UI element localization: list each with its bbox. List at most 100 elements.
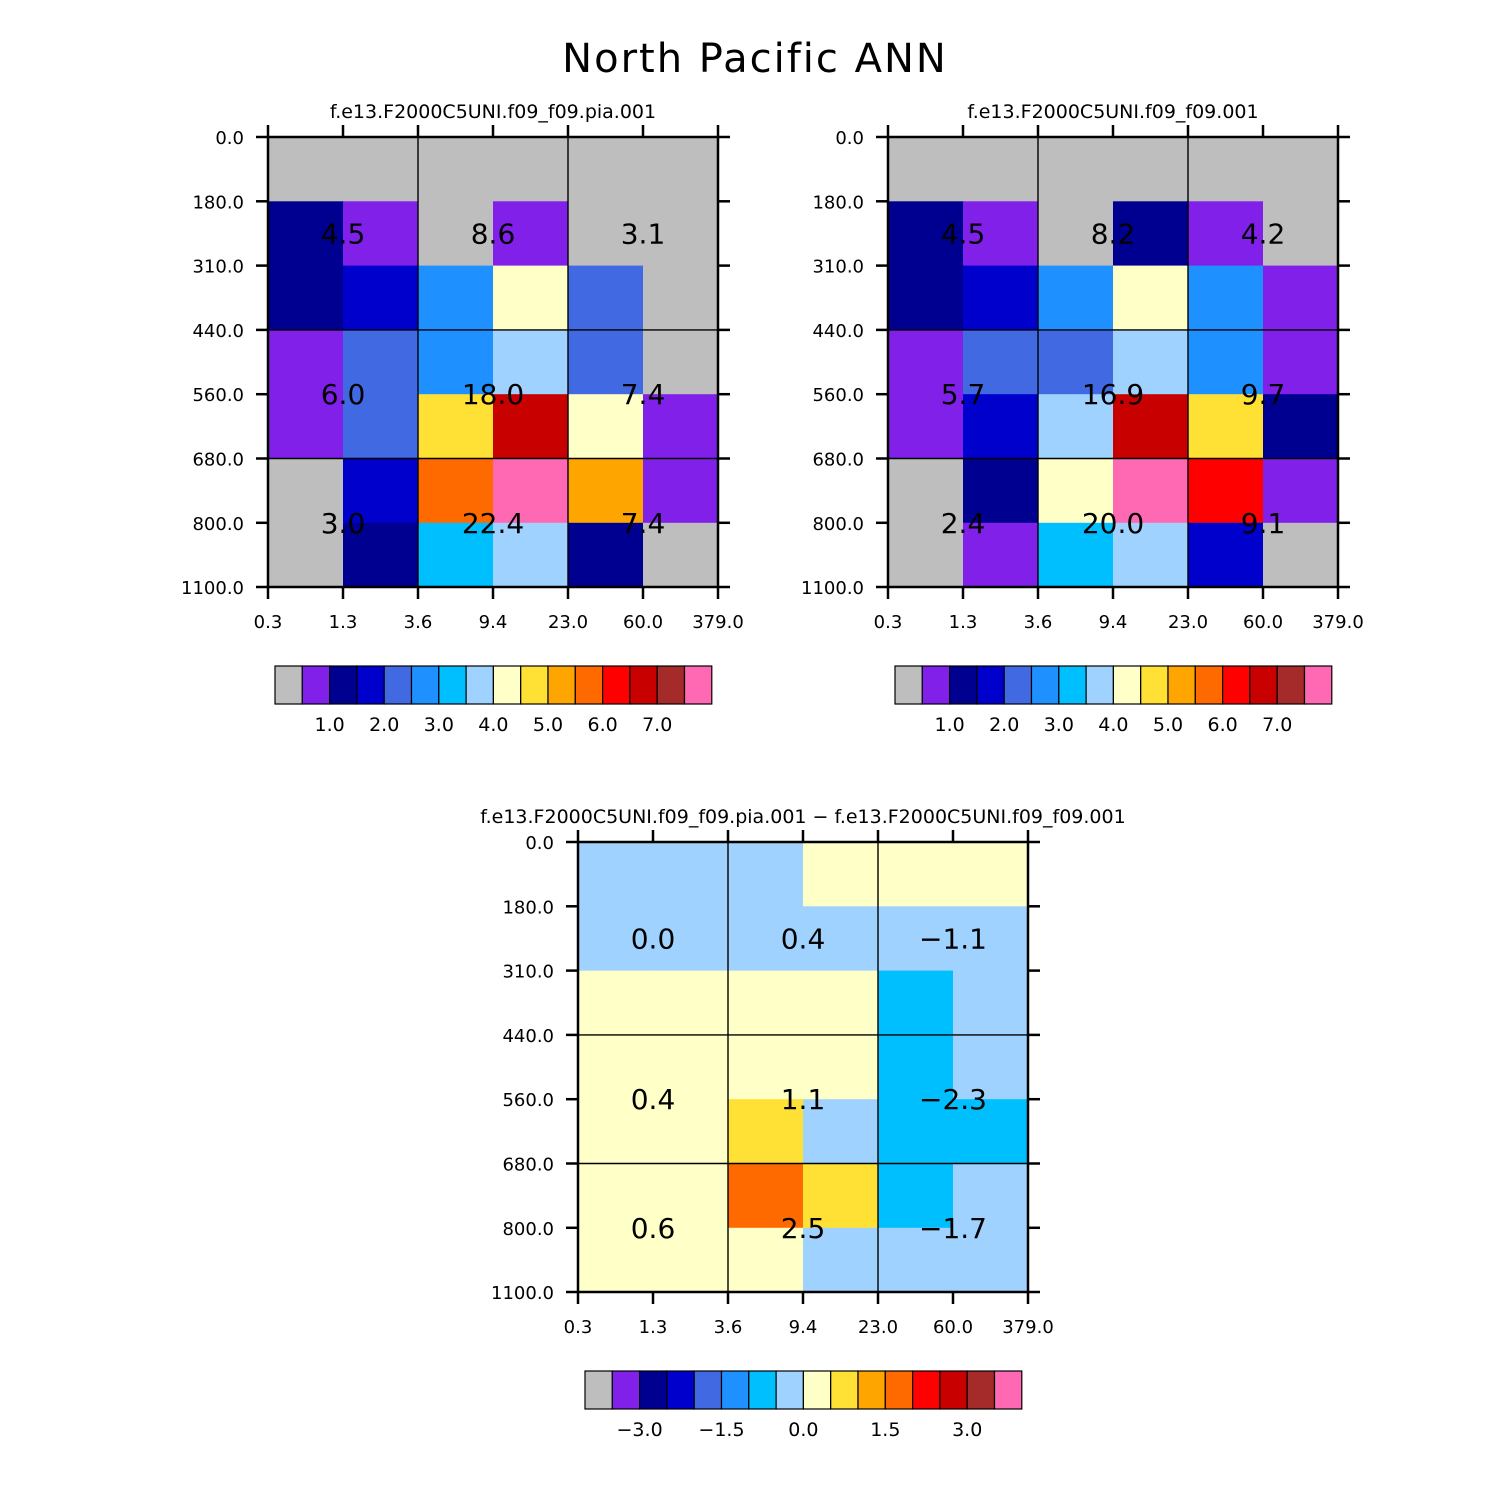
block-value-label: 9.7	[1241, 378, 1286, 411]
heatmap-cell	[418, 201, 494, 267]
block-value-label: −1.1	[919, 922, 987, 955]
colorbar-box	[911, 1370, 941, 1410]
y-tick-label: 180.0	[812, 192, 864, 213]
x-tick-label: 9.4	[1099, 612, 1128, 633]
y-tick-label: 0.0	[215, 128, 244, 149]
y-tick-label: 440.0	[812, 321, 864, 342]
colorbar-box	[1249, 665, 1278, 705]
x-tick-label: 23.0	[1168, 612, 1208, 633]
x-tick-label: 9.4	[479, 612, 508, 633]
heatmap-cell	[418, 522, 494, 588]
panel-title: f.e13.F2000C5UNI.f09_f09.pia.001 − f.e13…	[480, 806, 1125, 828]
block-value-label: 4.2	[1241, 217, 1286, 250]
heatmap-cell	[578, 1163, 654, 1229]
colorbar: 1.0 2.0 3.0 4.0 5.0 6.0 7.0	[894, 665, 1333, 736]
block-value-label: 2.4	[941, 507, 986, 540]
panel-model: f.e13.F2000C5UNI.f09_f09.pia.001 4.5 8.6 3.…	[181, 101, 744, 736]
colorbar-label: 2.0	[989, 714, 1019, 736]
colorbar-box	[611, 1370, 641, 1410]
heatmap-cell	[963, 394, 1039, 460]
heatmap-cell	[578, 906, 654, 972]
x-tick-label: 1.3	[949, 612, 978, 633]
heatmap-cell	[268, 394, 344, 460]
colorbar-box	[884, 1370, 914, 1410]
figure-title: North Pacific ANN	[562, 36, 948, 82]
heatmap-cell	[1038, 394, 1114, 460]
heatmap-cell	[888, 201, 964, 267]
x-tick-label: 3.6	[404, 612, 433, 633]
heatmap-cell	[568, 458, 644, 524]
heatmap-cell	[418, 329, 494, 395]
block-value-label: 0.0	[631, 922, 676, 955]
colorbar-label: −3.0	[617, 1419, 663, 1441]
heatmap-cell	[268, 137, 344, 202]
y-tick-label: 680.0	[812, 450, 864, 471]
heatmap-cell	[568, 201, 644, 267]
heatmap-cell	[953, 1099, 1029, 1165]
heatmap-cell	[803, 906, 879, 972]
colorbar-label: 2.0	[369, 714, 399, 736]
heatmap-cell	[418, 394, 494, 460]
heatmap-cell	[878, 1034, 954, 1100]
heatmap-cell	[728, 970, 804, 1036]
heatmap-cell	[803, 842, 879, 907]
y-tick-label: 1100.0	[181, 578, 244, 599]
heatmap-cell	[653, 906, 729, 972]
heatmap-cell	[953, 970, 1029, 1036]
colorbar-box	[1085, 665, 1114, 705]
block-value-label: 22.4	[462, 507, 524, 540]
colorbar-box	[574, 665, 604, 705]
colorbar-box	[1003, 665, 1033, 705]
x-tick-label: 379.0	[1002, 1317, 1054, 1338]
colorbar-box	[666, 1370, 695, 1410]
colorbar-box	[383, 665, 413, 705]
heatmap-cell	[1188, 265, 1264, 331]
heatmap-cell	[343, 329, 419, 395]
block-value-label: 9.1	[1241, 507, 1286, 540]
heatmap-cell	[268, 201, 344, 267]
heatmap-cell	[888, 394, 964, 460]
heatmap-cell	[268, 522, 344, 588]
colorbar-box	[584, 1370, 613, 1410]
block-value-label: 4.5	[321, 217, 366, 250]
heatmap-cell	[1113, 394, 1189, 460]
colorbar-label: 4.0	[1098, 714, 1128, 736]
colorbar-label: 1.5	[870, 1419, 900, 1441]
heatmap-cell	[878, 906, 954, 972]
block-value-label: 5.7	[941, 378, 986, 411]
x-tick-label: 60.0	[1243, 612, 1283, 633]
heatmap-cell	[1263, 394, 1339, 460]
heatmap-cell	[493, 394, 569, 460]
colorbar-label: 0.0	[788, 1419, 818, 1441]
heatmap-cell	[568, 522, 644, 588]
x-tick-label: 379.0	[692, 612, 744, 633]
colorbar-label: −1.5	[698, 1419, 744, 1441]
heatmap-cell	[653, 970, 729, 1036]
heatmap-cell	[653, 1163, 729, 1229]
heatmap-cell	[953, 906, 1029, 972]
heatmap-cell	[1038, 265, 1114, 331]
heatmap-cell	[1113, 137, 1189, 202]
heatmap-cell	[1188, 137, 1264, 202]
heatmap-cell	[963, 458, 1039, 524]
heatmap-cell	[343, 458, 419, 524]
heatmap-cell	[418, 137, 494, 202]
colorbar-box	[465, 665, 495, 705]
y-tick-label: 800.0	[192, 514, 244, 535]
x-tick-label: 0.3	[564, 1317, 593, 1338]
colorbar-box	[520, 665, 549, 705]
colorbar-label: 7.0	[642, 714, 672, 736]
colorbar-box	[966, 1370, 996, 1410]
heatmap-cell	[878, 1163, 954, 1229]
heatmap-cell	[268, 265, 344, 331]
x-tick-label: 379.0	[1312, 612, 1364, 633]
colorbar-box	[1276, 665, 1306, 705]
block-value-label: 0.4	[631, 1083, 676, 1116]
heatmap-cell	[578, 970, 654, 1036]
x-tick-label: 0.3	[254, 612, 283, 633]
colorbar: −3.0 −1.5 0.0 1.5 3.0	[584, 1370, 1023, 1441]
heatmap-cell	[888, 329, 964, 395]
colorbar-box	[301, 665, 331, 705]
heatmap-cell	[1263, 137, 1339, 202]
heatmap-cell	[1113, 329, 1189, 395]
